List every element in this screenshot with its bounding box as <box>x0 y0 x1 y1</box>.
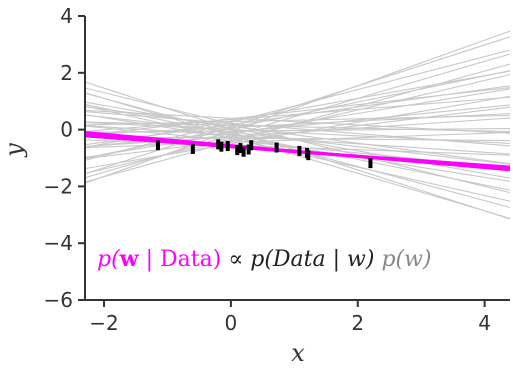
prior-sample-line <box>85 111 510 147</box>
x-tick-label: 4 <box>478 311 491 335</box>
prior-sample-line <box>85 63 510 183</box>
x-ticks: −2 0 2 4 <box>89 300 491 335</box>
data-point <box>225 141 230 152</box>
data-points <box>155 139 373 169</box>
data-point <box>190 143 195 154</box>
y-tick-label: −4 <box>44 231 73 255</box>
y-ticks: −6 −4 −2 0 2 4 <box>44 4 85 312</box>
propto-symbol: ∝ <box>228 247 250 272</box>
data-point <box>219 141 224 152</box>
y-tick-label: 4 <box>60 4 73 28</box>
data-point <box>297 145 302 156</box>
data-point <box>235 145 240 156</box>
x-axis-label: x <box>291 339 305 367</box>
prior-sample-line <box>85 87 510 136</box>
data-point <box>274 142 279 153</box>
prior-sample-line <box>85 87 510 194</box>
prior-lines <box>85 30 510 220</box>
prior-sample-line <box>85 95 510 170</box>
x-tick-label: 0 <box>225 311 238 335</box>
y-tick-label: −2 <box>44 174 73 198</box>
data-point <box>238 143 243 154</box>
data-point <box>155 140 160 151</box>
y-tick-label: 0 <box>60 118 73 142</box>
prior-term: p(w) <box>381 247 431 272</box>
formula-annotation: p(w | Data) ∝ p(Data | w) p(w) <box>97 246 432 272</box>
prior-sample-line <box>85 49 510 161</box>
data-point <box>246 144 251 155</box>
y-axis-label: y <box>0 143 28 158</box>
y-tick-label: −6 <box>44 288 73 312</box>
data-point <box>368 158 373 169</box>
posterior-term: p(w | Data) <box>97 246 228 272</box>
x-tick-label: −2 <box>89 311 118 335</box>
x-tick-label: 2 <box>351 311 364 335</box>
prior-sample-line <box>85 106 510 165</box>
prior-sample-line <box>85 109 510 134</box>
data-point <box>306 150 311 161</box>
data-point <box>241 146 246 157</box>
y-tick-label: 2 <box>60 61 73 85</box>
data-point <box>216 139 221 150</box>
prior-sample-line <box>85 30 510 184</box>
likelihood-term: p(Data | w) <box>250 247 374 272</box>
data-point <box>249 140 254 151</box>
